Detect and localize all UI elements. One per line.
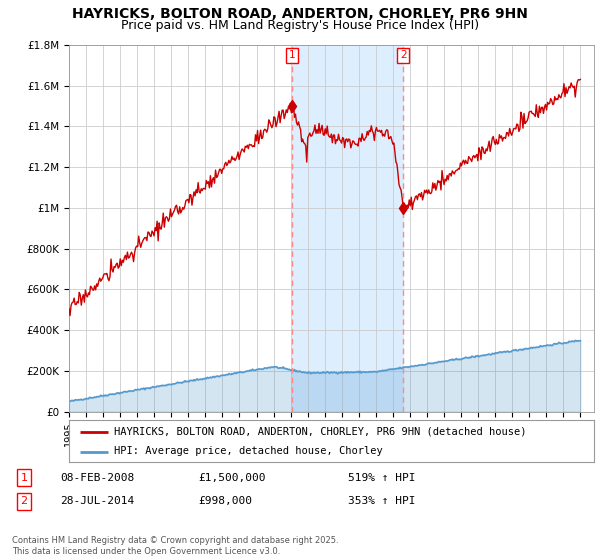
Text: 08-FEB-2008: 08-FEB-2008 — [60, 473, 134, 483]
Text: 1: 1 — [20, 473, 28, 483]
Text: HAYRICKS, BOLTON ROAD, ANDERTON, CHORLEY, PR6 9HN: HAYRICKS, BOLTON ROAD, ANDERTON, CHORLEY… — [72, 7, 528, 21]
Text: HPI: Average price, detached house, Chorley: HPI: Average price, detached house, Chor… — [113, 446, 382, 456]
Text: 519% ↑ HPI: 519% ↑ HPI — [348, 473, 415, 483]
Text: 2: 2 — [400, 50, 406, 60]
Text: £1,500,000: £1,500,000 — [198, 473, 265, 483]
Text: 28-JUL-2014: 28-JUL-2014 — [60, 496, 134, 506]
Text: Price paid vs. HM Land Registry's House Price Index (HPI): Price paid vs. HM Land Registry's House … — [121, 19, 479, 32]
Bar — [292, 45, 403, 412]
Text: 2: 2 — [20, 496, 28, 506]
Text: HAYRICKS, BOLTON ROAD, ANDERTON, CHORLEY, PR6 9HN (detached house): HAYRICKS, BOLTON ROAD, ANDERTON, CHORLEY… — [113, 427, 526, 437]
Text: £998,000: £998,000 — [198, 496, 252, 506]
Text: 353% ↑ HPI: 353% ↑ HPI — [348, 496, 415, 506]
Text: Contains HM Land Registry data © Crown copyright and database right 2025.
This d: Contains HM Land Registry data © Crown c… — [12, 536, 338, 556]
Text: 1: 1 — [289, 50, 296, 60]
